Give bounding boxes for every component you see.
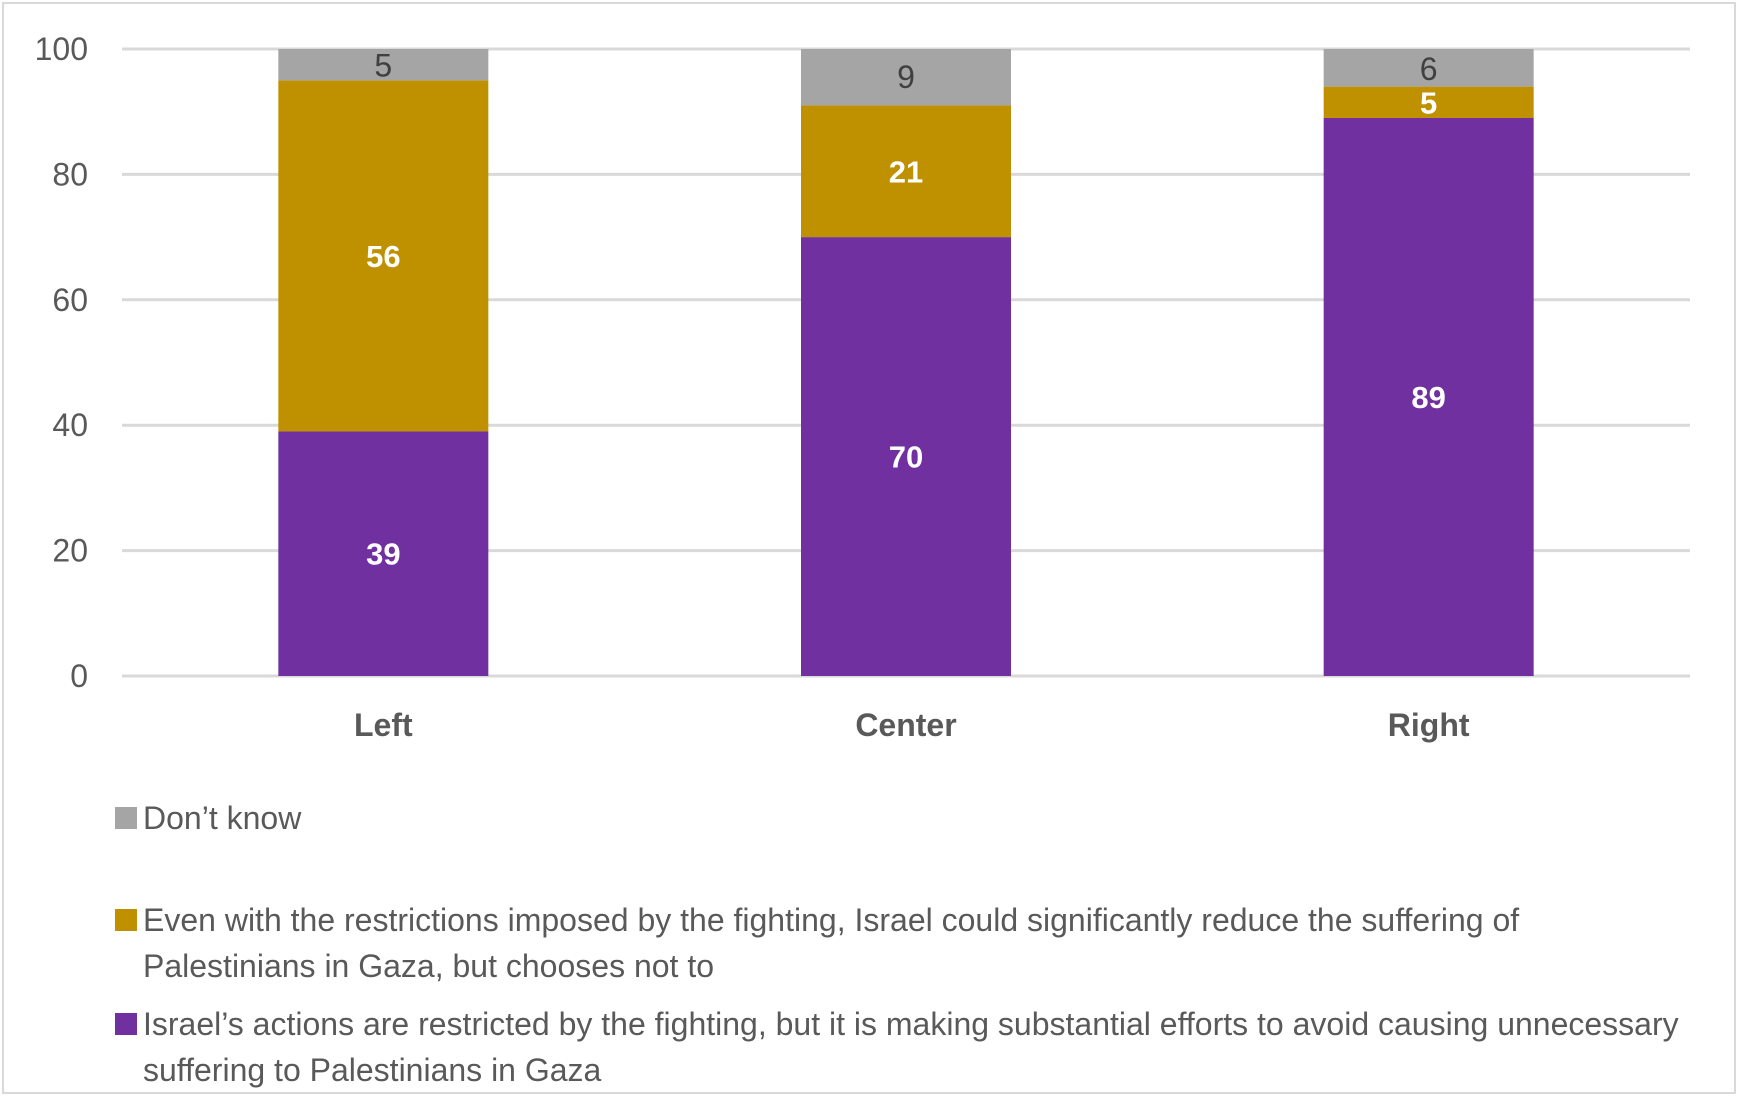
y-tick-label: 80 — [52, 156, 88, 192]
y-tick-label: 20 — [52, 533, 88, 569]
x-category-label: Left — [354, 707, 413, 743]
legend-item: Israel’s actions are restricted by the f… — [115, 1001, 1695, 1093]
bar-segment — [278, 49, 489, 81]
y-tick-label: 60 — [52, 282, 88, 318]
legend-swatch — [115, 909, 137, 931]
data-label: 56 — [366, 239, 400, 274]
data-label: 9 — [897, 59, 915, 95]
y-tick-label: 0 — [70, 658, 88, 694]
data-label: 21 — [889, 154, 923, 189]
x-category-label: Center — [855, 707, 956, 743]
data-label: 5 — [1420, 85, 1437, 120]
bar-segment — [1323, 86, 1534, 118]
legend-label: Israel’s actions are restricted by the f… — [143, 1006, 1679, 1088]
bar-segment — [801, 237, 1011, 676]
bar-segment — [801, 49, 1011, 106]
bar-segment — [801, 105, 1011, 238]
y-tick-label: 40 — [52, 407, 88, 443]
legend-label: Even with the restrictions imposed by th… — [143, 902, 1520, 984]
bar-segment — [1323, 117, 1534, 677]
data-label: 89 — [1411, 380, 1445, 415]
data-label: 39 — [366, 537, 400, 572]
data-label: 5 — [374, 48, 392, 84]
y-tick-label: 100 — [35, 31, 88, 67]
legend-item: Even with the restrictions imposed by th… — [115, 897, 1695, 989]
legend-swatch — [115, 807, 137, 829]
data-label: 70 — [889, 440, 923, 475]
x-category-label: Right — [1388, 707, 1470, 743]
legend-item: Don’t know — [115, 795, 301, 841]
bar-segment — [278, 80, 489, 432]
legend-swatch — [115, 1013, 137, 1035]
bar-segment — [278, 431, 489, 676]
bar-segment — [1323, 49, 1534, 87]
data-label: 6 — [1420, 51, 1438, 87]
legend-label: Don’t know — [143, 800, 302, 836]
